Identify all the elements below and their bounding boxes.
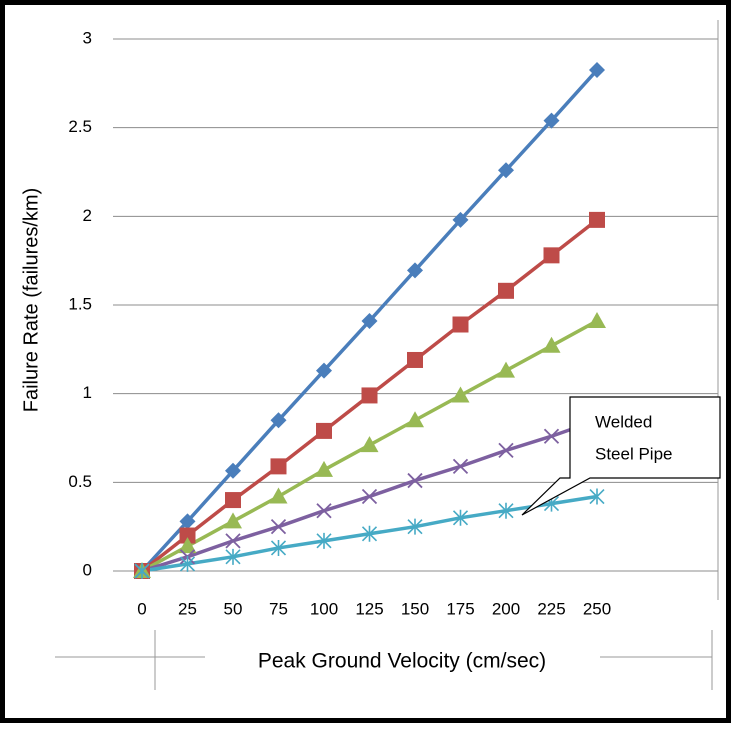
marker [498,442,514,459]
marker [360,436,379,453]
y-tick-label: 2 [83,206,92,225]
marker [270,458,287,475]
marker [407,262,423,279]
marker [225,492,241,509]
marker [269,487,288,504]
y-tick-label: 1 [83,383,92,402]
callout-box [521,396,721,516]
x-tick-label: 25 [178,599,197,618]
marker [179,555,196,572]
x-tick-label: 150 [401,599,429,618]
x-tick-label: 225 [537,599,565,618]
callout: Welded Steel Pipe [521,396,721,516]
x-tick-label: 100 [310,599,338,618]
x-tick-label: 175 [446,599,474,618]
grid [113,38,718,572]
marker [361,525,378,542]
marker [452,211,469,228]
x-axis-title: Peak Ground Velocity (cm/sec) [258,650,546,673]
y-tick-label: 3 [83,28,92,47]
marker [316,362,332,379]
marker [316,532,332,549]
marker [589,211,605,228]
y-axis-title: Failure Rate (failures/km) [20,188,42,413]
marker [270,412,287,429]
marker [407,472,423,489]
x-tick-label: 250 [583,599,611,618]
marker [452,509,469,526]
marker [134,563,150,579]
marker [452,458,469,475]
marker [589,488,605,505]
y-tick-label: 2.5 [68,117,92,136]
marker [361,387,378,404]
marker [588,311,606,328]
marker [361,312,378,329]
annotation-text: Welded [595,412,652,431]
marker [270,539,287,556]
marker [407,518,423,535]
marker [225,548,241,565]
x-tick-label: 75 [269,599,288,618]
y-tick-label: 1.5 [68,294,92,313]
y-tick-label: 0 [83,560,92,579]
series-layer [133,62,606,579]
marker [225,533,241,549]
marker [498,162,514,179]
marker [543,247,560,264]
x-tick-label: 125 [355,599,383,618]
marker [407,351,423,368]
marker [498,502,514,519]
marker [543,428,560,444]
marker [224,512,242,529]
marker [542,336,561,353]
marker [452,316,469,333]
marker [316,503,332,519]
y-tick-label: 0.5 [68,472,92,491]
marker [498,282,514,299]
marker [270,519,287,535]
x-tick-label: 0 [137,599,146,618]
x-tick-label: 200 [492,599,520,618]
marker [497,361,515,378]
marker [225,462,241,479]
marker [178,537,197,554]
marker [451,386,470,403]
marker [589,62,605,79]
marker [179,513,196,530]
marker [361,488,378,505]
marker [179,527,196,544]
x-tick-label: 50 [224,599,243,618]
marker [316,422,332,439]
marker [543,112,560,129]
marker [406,411,424,428]
marker [315,460,333,477]
annotation-text: Steel Pipe [595,444,673,463]
